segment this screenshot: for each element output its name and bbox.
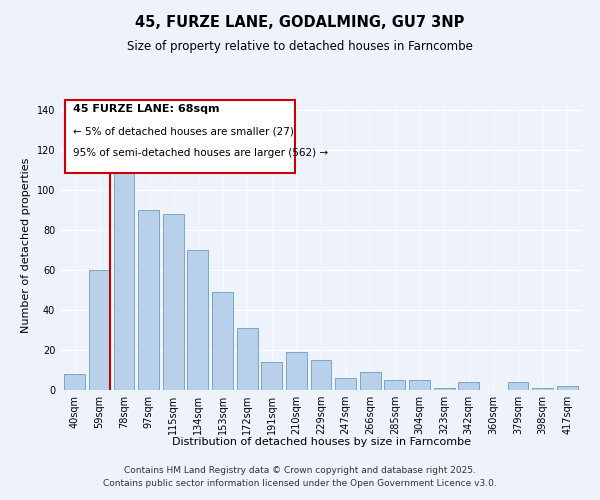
Bar bbox=[64, 374, 85, 390]
Bar bbox=[89, 270, 110, 390]
Bar bbox=[335, 378, 356, 390]
X-axis label: Distribution of detached houses by size in Farncombe: Distribution of detached houses by size … bbox=[172, 437, 470, 447]
Bar bbox=[113, 156, 134, 390]
Text: 95% of semi-detached houses are larger (562) →: 95% of semi-detached houses are larger (… bbox=[73, 148, 328, 158]
Y-axis label: Number of detached properties: Number of detached properties bbox=[21, 158, 31, 332]
Text: Contains HM Land Registry data © Crown copyright and database right 2025.
Contai: Contains HM Land Registry data © Crown c… bbox=[103, 466, 497, 487]
Bar bbox=[311, 360, 331, 390]
Bar bbox=[187, 250, 208, 390]
FancyBboxPatch shape bbox=[65, 100, 295, 172]
Bar bbox=[163, 214, 184, 390]
Text: 45, FURZE LANE, GODALMING, GU7 3NP: 45, FURZE LANE, GODALMING, GU7 3NP bbox=[136, 15, 464, 30]
Bar bbox=[212, 292, 233, 390]
Bar bbox=[261, 362, 282, 390]
Bar bbox=[385, 380, 406, 390]
Bar bbox=[360, 372, 381, 390]
Bar bbox=[532, 388, 553, 390]
Bar bbox=[236, 328, 257, 390]
Bar bbox=[138, 210, 159, 390]
Bar bbox=[434, 388, 455, 390]
Bar bbox=[508, 382, 529, 390]
Bar bbox=[409, 380, 430, 390]
Bar bbox=[286, 352, 307, 390]
Bar bbox=[458, 382, 479, 390]
Bar bbox=[557, 386, 578, 390]
Text: ← 5% of detached houses are smaller (27): ← 5% of detached houses are smaller (27) bbox=[73, 126, 294, 136]
Text: 45 FURZE LANE: 68sqm: 45 FURZE LANE: 68sqm bbox=[73, 104, 220, 115]
Text: Size of property relative to detached houses in Farncombe: Size of property relative to detached ho… bbox=[127, 40, 473, 53]
